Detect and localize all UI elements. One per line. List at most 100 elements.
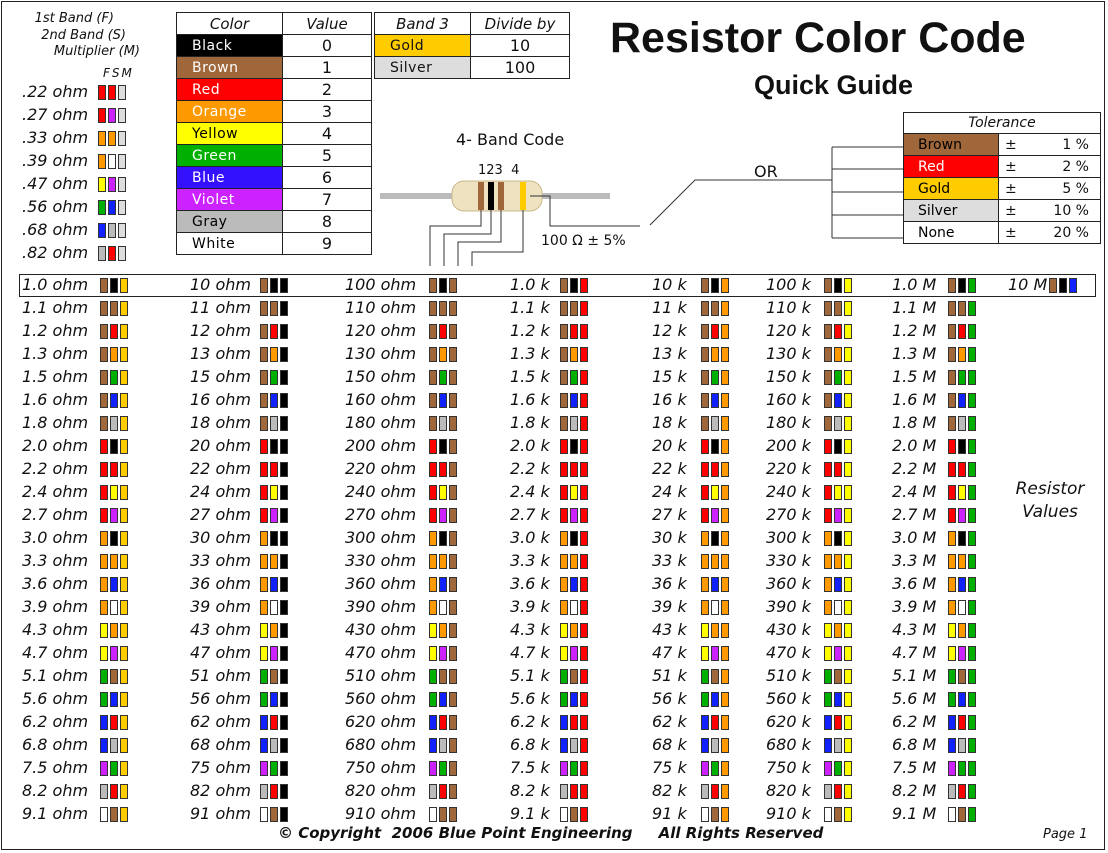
band-brown-swatch <box>948 324 956 339</box>
band-blue-swatch <box>701 715 709 730</box>
band-red-swatch <box>270 324 278 339</box>
band-swatches <box>822 298 852 317</box>
band-brown-swatch <box>110 669 118 684</box>
band-swatches <box>946 367 976 386</box>
band-brown-swatch <box>449 462 457 477</box>
band-orange-swatch <box>721 370 729 385</box>
band-blue-swatch <box>100 715 108 730</box>
band-brown-swatch <box>834 301 842 316</box>
resistor-value-label: 180 ohm <box>345 413 417 432</box>
band-swatches <box>558 367 588 386</box>
resistor-value-item: 470 k <box>766 642 852 664</box>
resistor-value-label: 16 k <box>652 390 687 409</box>
color-value: 0 <box>282 34 372 57</box>
band-white-swatch <box>824 807 832 822</box>
band-brown-swatch <box>110 301 118 316</box>
band3-row: Gold 10 <box>374 34 570 57</box>
band-blue-swatch <box>701 738 709 753</box>
resistor-value-label: 390 ohm <box>345 597 417 616</box>
band-red-swatch <box>711 715 719 730</box>
band-brown-swatch <box>270 301 278 316</box>
band-black-swatch <box>280 623 288 638</box>
band-brown-swatch <box>260 324 268 339</box>
band-green-swatch <box>968 370 976 385</box>
band-red-swatch <box>711 462 719 477</box>
band-gray-swatch <box>834 738 842 753</box>
band-swatches <box>822 620 852 639</box>
resistor-value-label: 3.6 k <box>510 574 550 593</box>
resistor-value-item: 1.2 M <box>892 320 976 342</box>
band-swatches <box>946 735 976 754</box>
band-yellow-swatch <box>844 715 852 730</box>
band-red-swatch <box>834 715 842 730</box>
band-orange-swatch <box>721 692 729 707</box>
ten-meg-item: 10 M <box>1008 274 1078 296</box>
resistor-value-label: 1.5 k <box>510 367 550 386</box>
resistor-value-label: 30 ohm <box>190 528 251 547</box>
highlight-row-box <box>19 274 1096 297</box>
band-gray-swatch <box>834 416 842 431</box>
band-red-swatch <box>439 784 447 799</box>
band-gray-swatch <box>110 738 118 753</box>
band-orange-swatch <box>721 485 729 500</box>
resistor-value-item: 16 ohm <box>190 389 288 411</box>
band-black-swatch <box>280 646 288 661</box>
band-swatches <box>558 275 588 294</box>
band-swatches <box>822 505 852 524</box>
resistor-value-label: 51 ohm <box>190 666 251 685</box>
resistor-value-item: 240 k <box>766 481 852 503</box>
band-red-swatch <box>958 715 966 730</box>
resistor-diagram <box>380 180 640 266</box>
band-black-swatch <box>280 278 288 293</box>
band-black-swatch <box>280 301 288 316</box>
band-red-swatch <box>958 462 966 477</box>
resistor-value-label: 620 k <box>766 712 811 731</box>
band-orange-swatch <box>110 623 118 638</box>
band-brown-swatch <box>100 347 108 362</box>
band-blue-swatch <box>711 577 719 592</box>
band-swatches <box>699 436 729 455</box>
resistor-value-item: 9.1 k <box>510 803 588 825</box>
band-green-swatch <box>110 370 118 385</box>
resistor-value-item: 24 ohm <box>190 481 288 503</box>
band-brown-swatch <box>701 301 709 316</box>
resistor-value-label: 82 ohm <box>190 781 251 800</box>
band3-header: Band 3 <box>374 12 471 35</box>
band-swatches <box>427 436 457 455</box>
band-brown-swatch <box>270 807 278 822</box>
band-white-swatch <box>834 600 842 615</box>
resistor-value-item: 30 ohm <box>190 527 288 549</box>
band-brown-swatch <box>560 347 568 362</box>
band-swatches <box>558 758 588 777</box>
resistor-value-label: 3.0 ohm <box>22 528 89 547</box>
band-black-swatch <box>280 462 288 477</box>
band-red-swatch <box>580 393 588 408</box>
band-yellow-swatch <box>560 646 568 661</box>
band-green-swatch <box>968 669 976 684</box>
band-brown-swatch <box>560 301 568 316</box>
color-value: 6 <box>282 166 372 189</box>
band-swatches <box>699 344 729 363</box>
band-swatches <box>98 781 128 800</box>
sub-ohm-item: .27 ohm <box>22 106 126 124</box>
band-swatches <box>258 620 288 639</box>
band-swatches <box>699 528 729 547</box>
resistor-value-item: 51 ohm <box>190 665 288 687</box>
band-swatches <box>946 758 976 777</box>
tolerance-header: Tolerance <box>903 112 1101 134</box>
band-white-swatch <box>958 600 966 615</box>
resistor-value-item: 62 k <box>652 711 729 733</box>
resistor-value-item: 5.6 ohm <box>22 688 128 710</box>
resistor-value-label: 8.2 ohm <box>22 781 89 800</box>
band-brown-swatch <box>834 807 842 822</box>
band-blue-swatch <box>260 738 268 753</box>
resistor-value-item: 160 k <box>766 389 852 411</box>
band-orange-swatch <box>701 531 709 546</box>
band-brown-swatch <box>110 807 118 822</box>
band-gray-swatch <box>948 784 956 799</box>
band-black-swatch <box>280 324 288 339</box>
band-green-swatch <box>968 531 976 546</box>
resistor-value-label: 620 ohm <box>345 712 417 731</box>
band-red-swatch <box>580 347 588 362</box>
band-violet-swatch <box>948 761 956 776</box>
